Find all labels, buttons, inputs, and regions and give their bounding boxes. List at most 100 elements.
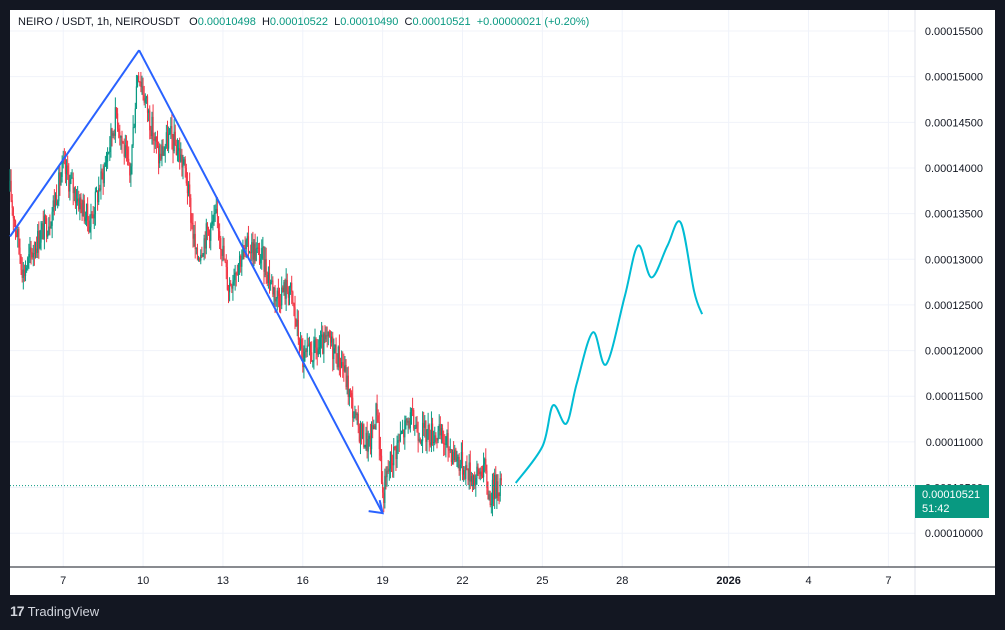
time-tick-label: 7 xyxy=(885,575,891,587)
candle-body xyxy=(139,81,141,83)
close-label: C xyxy=(404,16,413,28)
candle-body xyxy=(276,290,278,299)
candle-body xyxy=(124,145,126,157)
time-tick-label: 16 xyxy=(297,575,309,587)
candle-body xyxy=(182,164,184,168)
candle-body xyxy=(75,201,78,203)
candle-body xyxy=(500,478,502,481)
candle-body xyxy=(9,180,11,191)
candle-body xyxy=(163,150,165,156)
candle-body xyxy=(29,247,31,255)
candle-body xyxy=(284,282,286,299)
candle-body xyxy=(492,479,495,500)
candle-body xyxy=(235,272,237,275)
candle-body xyxy=(308,343,311,347)
chart-panel[interactable] xyxy=(10,10,995,595)
candle-body xyxy=(358,426,360,442)
symbol-legend[interactable]: NEIRO / USDT, 1h, NEIROUSDT O0.00010498 … xyxy=(18,16,589,28)
candle-body xyxy=(448,449,450,451)
candle-body xyxy=(384,475,386,504)
candle-body xyxy=(169,128,171,134)
candle-body xyxy=(305,350,307,352)
candle-body xyxy=(357,413,359,427)
candle-body xyxy=(257,247,260,249)
candle-body xyxy=(219,231,221,238)
candle-body xyxy=(488,494,490,500)
candle-body xyxy=(395,448,397,460)
candle-body xyxy=(436,438,438,441)
candle-body xyxy=(428,424,430,443)
candle-body xyxy=(227,289,230,293)
candle-body xyxy=(396,442,398,460)
candle-body xyxy=(438,424,440,431)
candle-body xyxy=(51,211,53,226)
candle-body xyxy=(329,336,332,343)
candle-body xyxy=(109,147,111,153)
candle-body xyxy=(226,267,228,290)
candle-body xyxy=(20,256,22,270)
time-axis[interactable]: 7 10 13 16 19 22 25 28 2026 4 7 xyxy=(60,575,891,587)
candle-body xyxy=(160,153,162,160)
candle-body xyxy=(324,333,326,340)
candle-body xyxy=(487,487,489,500)
candle-body xyxy=(294,307,296,319)
candle-body xyxy=(359,423,362,442)
candle-body xyxy=(341,362,343,368)
candle-body xyxy=(251,242,253,254)
candle-body xyxy=(369,435,372,450)
candle-body xyxy=(409,412,411,429)
candle-body xyxy=(331,336,333,343)
candle-body xyxy=(90,214,92,227)
candle-body xyxy=(245,240,247,250)
candle-body xyxy=(38,230,40,249)
candle-body xyxy=(45,218,48,237)
projection-path xyxy=(514,220,704,484)
tradingview-brand[interactable]: 17 TradingView xyxy=(10,603,99,619)
candle-body xyxy=(42,223,44,240)
candle-body xyxy=(283,282,285,292)
candle-body xyxy=(121,135,123,142)
candle-body xyxy=(447,433,449,450)
candle-body xyxy=(360,423,363,439)
drawings[interactable] xyxy=(9,49,704,515)
candle-body xyxy=(141,86,143,88)
candle-body xyxy=(277,290,279,297)
low-value: 0.00010490 xyxy=(340,16,399,28)
candle-body xyxy=(449,449,451,451)
candle-body xyxy=(71,177,73,179)
candle-body xyxy=(464,470,466,479)
candle-body xyxy=(212,221,214,223)
candle-body xyxy=(372,424,374,430)
trend-line-up xyxy=(9,49,140,238)
candle-body xyxy=(148,110,150,113)
symbol-title[interactable]: NEIRO / USDT, 1h, NEIROUSDT xyxy=(18,16,180,28)
candle-body xyxy=(356,413,358,415)
candle-body xyxy=(323,333,325,354)
price-axis[interactable]: 0.000100000.000105000.000110000.00011500… xyxy=(925,26,983,540)
candle-body xyxy=(315,339,317,348)
candle-body xyxy=(228,283,231,293)
candle-body xyxy=(268,272,271,285)
candle-body xyxy=(201,254,203,257)
candle-body xyxy=(156,141,159,146)
open-value: 0.00010498 xyxy=(197,16,256,28)
time-tick-label: 19 xyxy=(377,575,389,587)
candle-body xyxy=(84,217,87,222)
candle-body xyxy=(99,188,101,191)
candle-body xyxy=(454,449,456,460)
candle-body xyxy=(87,203,89,221)
candle-body xyxy=(126,149,129,159)
candle-body xyxy=(78,198,80,210)
candle-body xyxy=(314,339,316,341)
candle-body xyxy=(128,158,130,163)
candle-body xyxy=(293,303,295,308)
candle-body xyxy=(130,166,132,176)
candle-body xyxy=(252,242,254,260)
candle-body xyxy=(54,194,57,207)
candle-body xyxy=(367,439,369,452)
candle-body xyxy=(345,364,347,387)
candle-body xyxy=(325,335,327,340)
candle-body xyxy=(457,456,459,459)
candle-body xyxy=(44,215,47,219)
